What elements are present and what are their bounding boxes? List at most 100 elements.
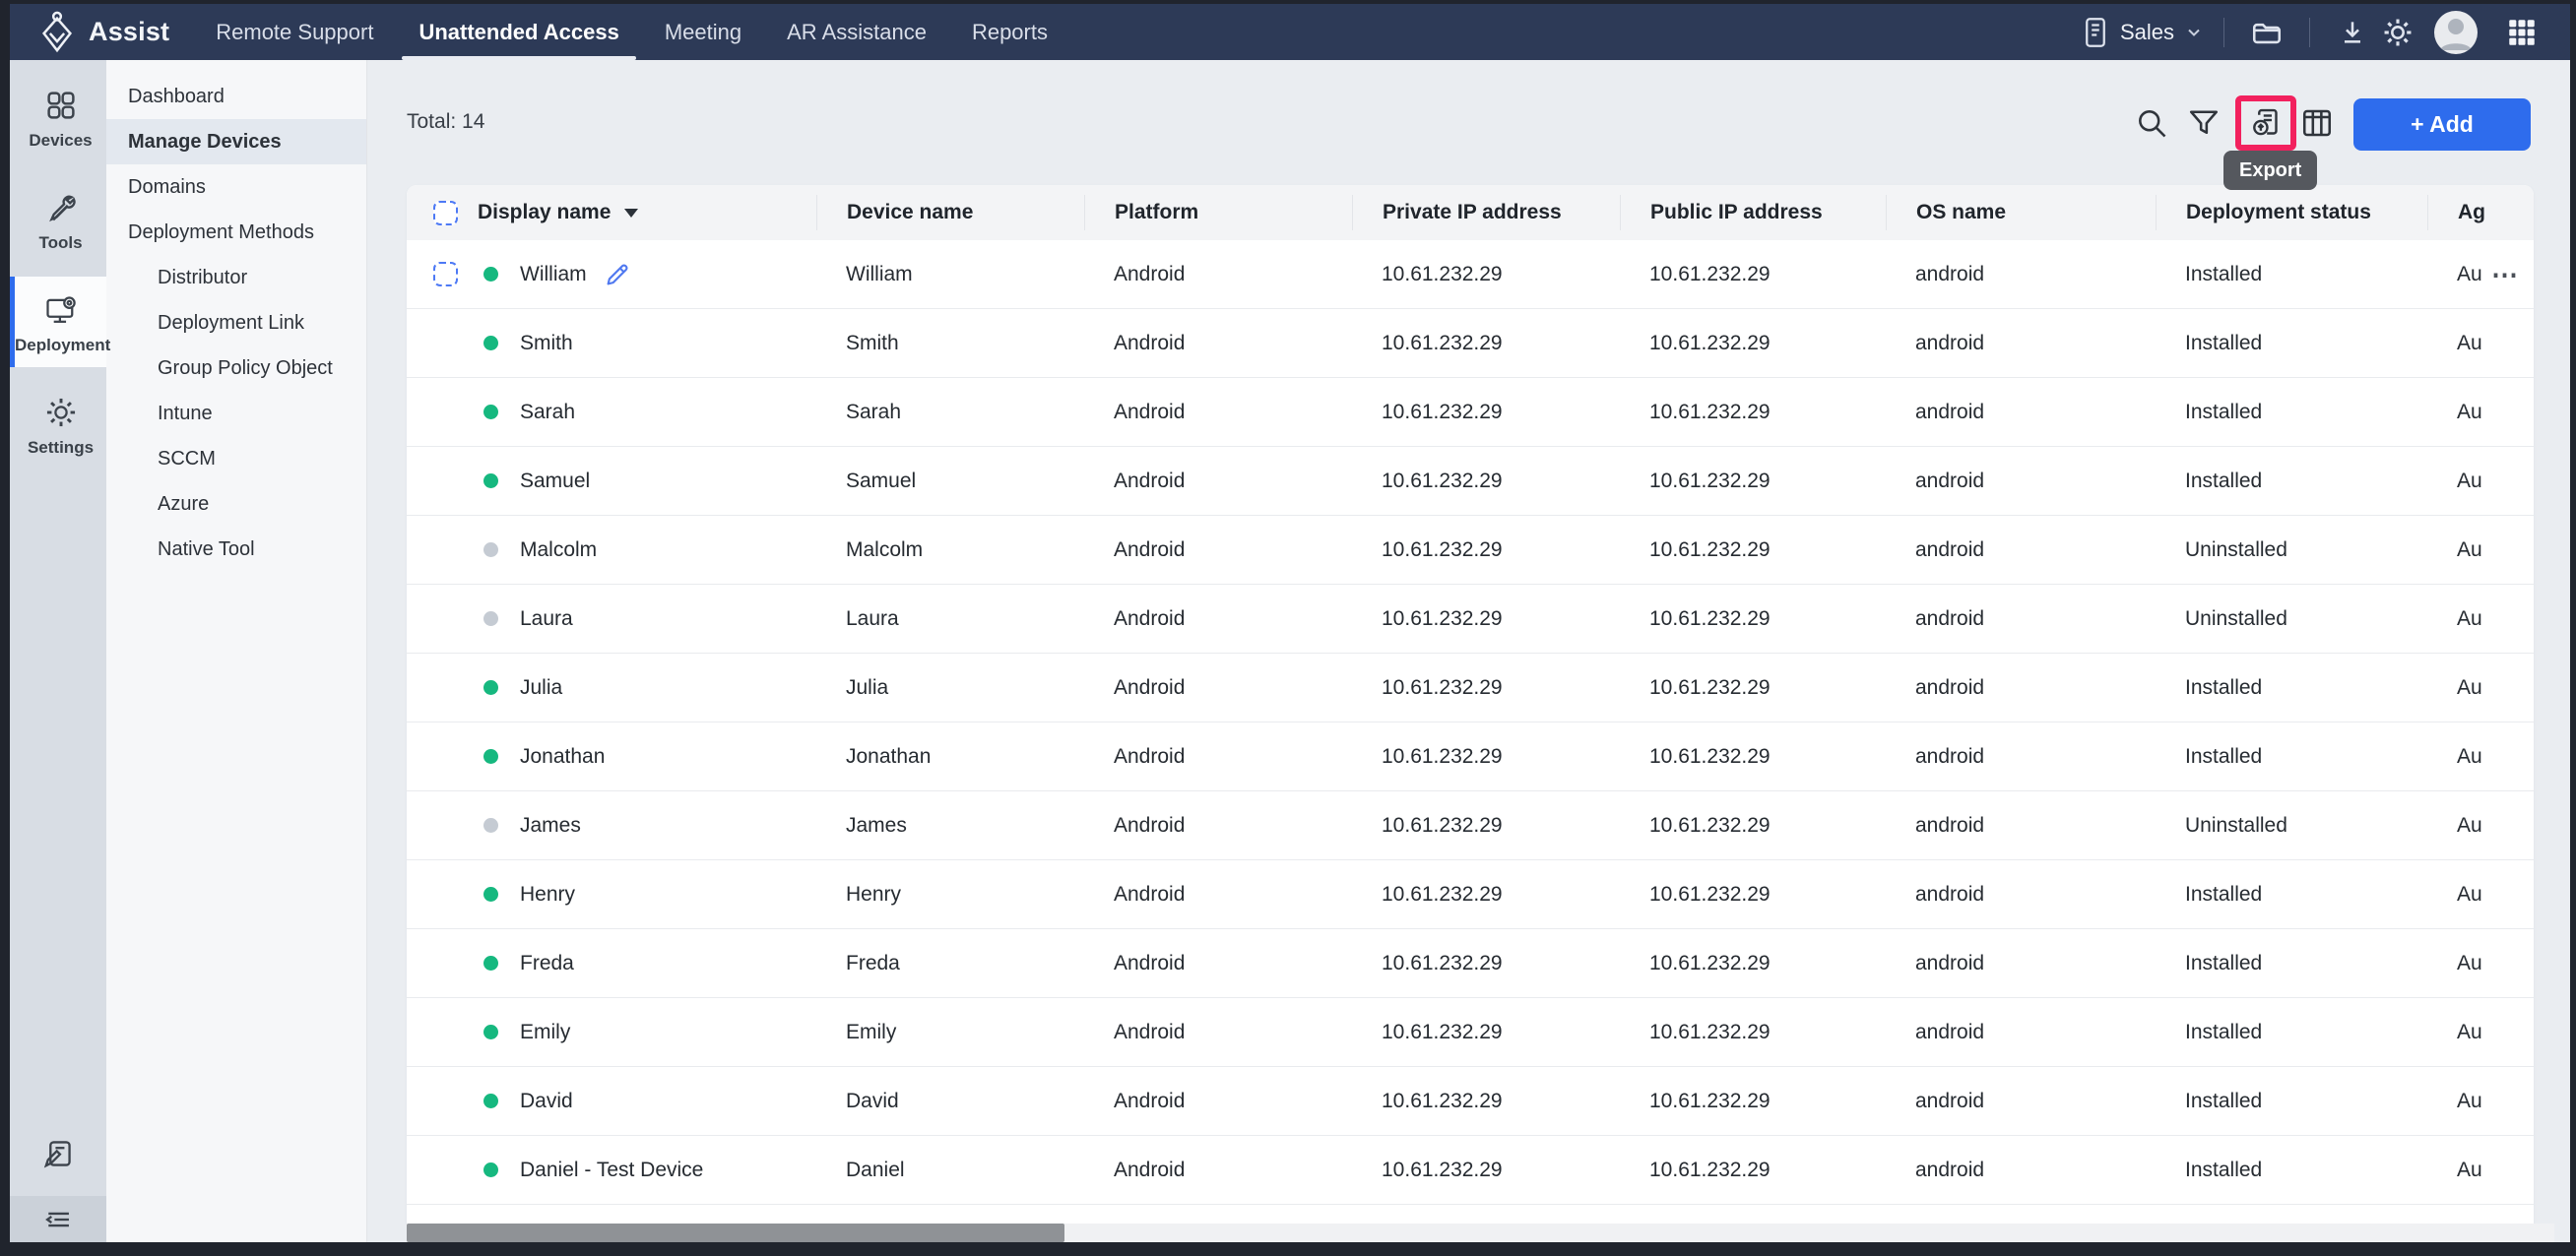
rail-item-settings[interactable]: Settings bbox=[10, 379, 106, 470]
table-row[interactable]: Henry Henry Android 10.61.232.29 10.61.2… bbox=[407, 860, 2534, 929]
agent-version: Au ⋯ bbox=[2427, 1159, 2534, 1182]
deployment-status: Installed bbox=[2185, 469, 2263, 492]
tab-ar-assistance[interactable]: AR Assistance bbox=[764, 4, 949, 60]
table-row[interactable]: Jonathan Jonathan Android 10.61.232.29 1… bbox=[407, 722, 2534, 791]
chevron-down-icon bbox=[2188, 29, 2200, 36]
public-ip: 10.61.232.29 bbox=[1649, 537, 1771, 561]
download-icon[interactable] bbox=[2330, 10, 2375, 55]
os-name: android bbox=[1915, 882, 1985, 906]
add-button[interactable]: + Add bbox=[2353, 98, 2531, 151]
sidebar-item-dashboard[interactable]: Dashboard bbox=[128, 86, 225, 107]
os-name: android bbox=[1915, 469, 1985, 492]
tab-label: Remote Support bbox=[216, 19, 374, 44]
avatar[interactable] bbox=[2434, 10, 2478, 54]
status-dot-icon bbox=[483, 542, 498, 557]
topnav-items: Remote Support Unattended Access Meeting AR… bbox=[193, 4, 1070, 60]
os-name: android bbox=[1915, 813, 1985, 837]
topnav-right: Sales bbox=[2081, 10, 2544, 55]
export-icon bbox=[2253, 108, 2278, 136]
sidebar-item-deployment-link[interactable]: Deployment Link bbox=[158, 312, 304, 334]
os-name: android bbox=[1915, 537, 1985, 561]
table-row[interactable]: David David Android 10.61.232.29 10.61.2… bbox=[407, 1067, 2534, 1136]
os-name: android bbox=[1915, 400, 1985, 423]
platform: Android bbox=[1114, 469, 1186, 492]
status-dot-icon bbox=[483, 749, 498, 764]
sort-caret-icon[interactable] bbox=[624, 208, 639, 218]
feedback-note-icon[interactable] bbox=[10, 1136, 106, 1171]
public-ip: 10.61.232.29 bbox=[1649, 1158, 1771, 1181]
devices-icon bbox=[46, 92, 75, 119]
table-row[interactable]: Laura Laura Android 10.61.232.29 10.61.2… bbox=[407, 585, 2534, 654]
column-display-name: Display name bbox=[407, 195, 816, 230]
agent-version: Au ⋯ bbox=[2427, 1090, 2534, 1113]
table-row[interactable]: Malcolm Malcolm Android 10.61.232.29 10.… bbox=[407, 516, 2534, 585]
private-ip: 10.61.232.29 bbox=[1382, 1089, 1503, 1112]
search-button[interactable] bbox=[2128, 99, 2175, 147]
sidebar-item-native-tool[interactable]: Native Tool bbox=[158, 538, 255, 560]
column-public-ip: Public IP address bbox=[1620, 195, 1886, 230]
table-row[interactable]: Julia Julia Android 10.61.232.29 10.61.2… bbox=[407, 654, 2534, 722]
brand[interactable]: Assist bbox=[35, 10, 169, 55]
agent-version-text: Au bbox=[2457, 882, 2482, 906]
portal-selector[interactable]: Sales bbox=[2081, 16, 2204, 49]
sidebar-item-distributor[interactable]: Distributor bbox=[158, 267, 248, 288]
table-row[interactable]: Freda Freda Android 10.61.232.29 10.61.2… bbox=[407, 929, 2534, 998]
row-menu-icon[interactable]: ⋯ bbox=[2491, 262, 2520, 286]
tab-meeting[interactable]: Meeting bbox=[642, 4, 764, 60]
tab-reports[interactable]: Reports bbox=[949, 4, 1070, 60]
public-ip: 10.61.232.29 bbox=[1649, 400, 1771, 423]
display-name: David bbox=[520, 1089, 573, 1112]
apps-grid-icon[interactable] bbox=[2499, 10, 2544, 55]
sidebar-item-sccm[interactable]: SCCM bbox=[158, 448, 216, 470]
select-all-checkbox[interactable] bbox=[433, 200, 458, 225]
tab-label: Reports bbox=[971, 19, 1048, 44]
rail-item-label: Deployment bbox=[15, 336, 111, 354]
rail-item-label: Devices bbox=[29, 131, 93, 150]
table-row[interactable]: Sarah Sarah Android 10.61.232.29 10.61.2… bbox=[407, 378, 2534, 447]
rail-item-deployment[interactable]: Deployment bbox=[10, 277, 111, 367]
display-name: James bbox=[520, 813, 581, 837]
sidebar-item-intune[interactable]: Intune bbox=[158, 403, 213, 424]
tools-icon bbox=[48, 195, 76, 222]
tab-unattended-access[interactable]: Unattended Access bbox=[396, 4, 641, 60]
sidebar-item-domains[interactable]: Domains bbox=[128, 176, 206, 198]
sidebar-item-deployment-methods[interactable]: Deployment Methods bbox=[128, 221, 314, 243]
collapse-icon bbox=[45, 1212, 69, 1226]
files-icon[interactable] bbox=[2244, 10, 2289, 55]
row-checkbox[interactable] bbox=[433, 262, 458, 286]
table-row[interactable]: James James Android 10.61.232.29 10.61.2… bbox=[407, 791, 2534, 860]
device-name: Laura bbox=[846, 606, 899, 630]
scrollbar-thumb[interactable] bbox=[407, 1224, 1064, 1242]
table-row[interactable]: William William Android 10.61.232.29 10.… bbox=[407, 240, 2534, 309]
table-row[interactable]: Smith Smith Android 10.61.232.29 10.61.2… bbox=[407, 309, 2534, 378]
agent-version: Au ⋯ bbox=[2427, 538, 2534, 562]
public-ip: 10.61.232.29 bbox=[1649, 882, 1771, 906]
agent-version: Au ⋯ bbox=[2427, 745, 2534, 769]
sidebar-item-group-policy-object[interactable]: Group Policy Object bbox=[158, 357, 333, 379]
columns-button[interactable] bbox=[2293, 99, 2341, 147]
sidebar-item-azure[interactable]: Azure bbox=[158, 493, 210, 515]
platform: Android bbox=[1114, 675, 1186, 699]
horizontal-scrollbar[interactable] bbox=[407, 1224, 2554, 1242]
platform: Android bbox=[1114, 537, 1186, 561]
rail-item-tools[interactable]: Tools bbox=[10, 174, 106, 265]
collapse-sidebar-button[interactable] bbox=[10, 1196, 106, 1242]
public-ip: 10.61.232.29 bbox=[1649, 606, 1771, 630]
table-row[interactable]: Emily Emily Android 10.61.232.29 10.61.2… bbox=[407, 998, 2534, 1067]
edit-pencil-icon[interactable] bbox=[603, 260, 632, 289]
sidebar-item-manage-devices[interactable]: Manage Devices bbox=[106, 119, 366, 164]
rail-item-devices[interactable]: Devices bbox=[10, 72, 106, 162]
filter-button[interactable] bbox=[2180, 99, 2227, 147]
device-name: Smith bbox=[846, 331, 899, 354]
tab-remote-support[interactable]: Remote Support bbox=[193, 4, 396, 60]
private-ip: 10.61.232.29 bbox=[1382, 400, 1503, 423]
table-row[interactable]: Daniel - Test Device Daniel Android 10.6… bbox=[407, 1136, 2534, 1205]
settings-gear-icon[interactable] bbox=[2375, 10, 2420, 55]
display-name: Smith bbox=[520, 331, 573, 354]
table-header: Display name Device name Platform Privat… bbox=[407, 185, 2534, 240]
table-body: William William Android 10.61.232.29 10.… bbox=[407, 240, 2534, 1205]
table-row[interactable]: Samuel Samuel Android 10.61.232.29 10.61… bbox=[407, 447, 2534, 516]
export-button-highlighted[interactable] bbox=[2235, 95, 2296, 151]
deployment-status: Installed bbox=[2185, 1089, 2263, 1112]
display-name: Malcolm bbox=[520, 537, 598, 561]
